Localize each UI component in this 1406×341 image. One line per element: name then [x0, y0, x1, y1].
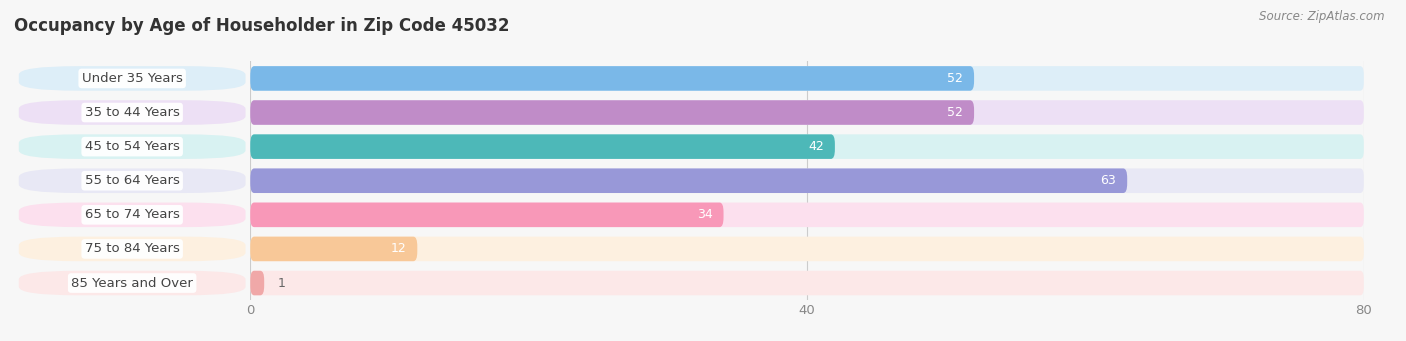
Text: 42: 42 [808, 140, 824, 153]
FancyBboxPatch shape [250, 203, 724, 227]
FancyBboxPatch shape [18, 237, 246, 261]
Text: 45 to 54 Years: 45 to 54 Years [84, 140, 180, 153]
FancyBboxPatch shape [250, 134, 835, 159]
Text: 65 to 74 Years: 65 to 74 Years [84, 208, 180, 221]
FancyBboxPatch shape [18, 134, 246, 159]
Text: 63: 63 [1101, 174, 1116, 187]
FancyBboxPatch shape [18, 66, 246, 91]
FancyBboxPatch shape [250, 271, 264, 295]
Text: Under 35 Years: Under 35 Years [82, 72, 183, 85]
Text: 12: 12 [391, 242, 406, 255]
FancyBboxPatch shape [250, 203, 1364, 227]
FancyBboxPatch shape [250, 134, 1364, 159]
Text: Occupancy by Age of Householder in Zip Code 45032: Occupancy by Age of Householder in Zip C… [14, 17, 509, 35]
Text: 34: 34 [696, 208, 713, 221]
FancyBboxPatch shape [250, 237, 418, 261]
Text: 1: 1 [278, 277, 285, 290]
Text: Source: ZipAtlas.com: Source: ZipAtlas.com [1260, 10, 1385, 23]
FancyBboxPatch shape [18, 100, 246, 125]
Text: 52: 52 [948, 106, 963, 119]
FancyBboxPatch shape [18, 203, 246, 227]
FancyBboxPatch shape [250, 66, 974, 91]
FancyBboxPatch shape [250, 271, 1364, 295]
Text: 55 to 64 Years: 55 to 64 Years [84, 174, 180, 187]
Text: 75 to 84 Years: 75 to 84 Years [84, 242, 180, 255]
FancyBboxPatch shape [250, 100, 1364, 125]
Text: 85 Years and Over: 85 Years and Over [72, 277, 193, 290]
FancyBboxPatch shape [250, 168, 1364, 193]
FancyBboxPatch shape [18, 271, 246, 295]
FancyBboxPatch shape [250, 66, 1364, 91]
Text: 52: 52 [948, 72, 963, 85]
FancyBboxPatch shape [250, 237, 1364, 261]
Text: 35 to 44 Years: 35 to 44 Years [84, 106, 180, 119]
FancyBboxPatch shape [250, 168, 1128, 193]
FancyBboxPatch shape [18, 168, 246, 193]
FancyBboxPatch shape [250, 100, 974, 125]
